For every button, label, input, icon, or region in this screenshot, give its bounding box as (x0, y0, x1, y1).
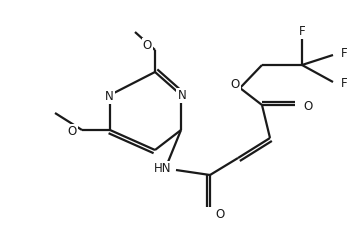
Text: O: O (215, 208, 224, 221)
Text: F: F (299, 25, 305, 38)
Text: N: N (177, 89, 186, 102)
Text: F: F (341, 77, 348, 90)
Text: O: O (143, 39, 152, 52)
Text: O: O (68, 125, 77, 138)
Text: O: O (303, 100, 312, 113)
Text: HN: HN (154, 162, 172, 175)
Text: O: O (230, 78, 240, 91)
Text: N: N (105, 90, 113, 103)
Text: F: F (341, 47, 348, 60)
